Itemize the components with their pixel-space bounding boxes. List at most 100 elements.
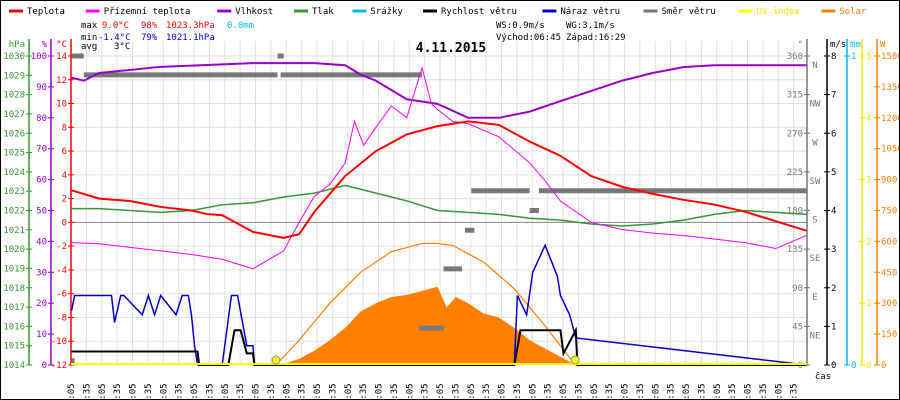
- temperature-tick-label: 8: [62, 123, 67, 133]
- solar-tick-label: 1200: [881, 114, 900, 124]
- pressure-tick-label: 1021: [3, 226, 25, 236]
- sun-event-marker: [570, 355, 580, 365]
- x-tick-label: 15:35: [544, 383, 554, 400]
- legend-label: UV index: [757, 7, 801, 17]
- x-tick-label: 09:35: [359, 383, 369, 400]
- rain-tick-label: 0: [851, 361, 856, 371]
- wind-tick-label: 0: [831, 361, 836, 371]
- pressure-tick-label: 1026: [3, 129, 25, 139]
- x-tick-label: 14:05: [498, 383, 508, 400]
- stat-max-label: max: [81, 21, 98, 31]
- pressure-tick-label: 1020: [3, 245, 25, 255]
- wind-tick-label: 8: [831, 52, 836, 62]
- x-tick-label: 07:05: [282, 383, 292, 400]
- humidity-tick-label: 80: [36, 114, 47, 124]
- temperature-tick-label: -10: [51, 337, 67, 347]
- temperature-line: [71, 120, 807, 239]
- x-tick-label: 20:05: [682, 383, 692, 400]
- x-axis-label: čas: [815, 371, 831, 382]
- stat-min-temp: -1.4°C: [98, 33, 131, 43]
- x-tick-label: 00:35: [82, 383, 92, 400]
- pressure-tick-label: 1028: [3, 91, 25, 101]
- solar-tick-label: 150: [881, 330, 897, 340]
- x-tick-label: 02:05: [129, 383, 139, 400]
- x-tick-label: 02:35: [144, 383, 154, 400]
- humidity-axis-unit: %: [42, 40, 48, 50]
- chart-title: 4.11.2015: [416, 41, 486, 56]
- compass-label: E: [812, 293, 817, 303]
- x-tick-label: 19:05: [651, 383, 661, 400]
- sun-event-marker: [271, 355, 281, 365]
- wind-axis-unit: m/s: [830, 40, 846, 50]
- temperature-axis-unit: °C: [56, 40, 67, 50]
- x-tick-label: 10:35: [390, 383, 400, 400]
- x-tick-label: 04:35: [205, 383, 215, 400]
- compass-label: NW: [810, 100, 821, 110]
- pressure-tick-label: 1024: [3, 168, 25, 178]
- direction-tick-label: 315: [787, 91, 803, 101]
- pressure-tick-label: 1019: [3, 264, 25, 274]
- x-tick-label: 07:35: [298, 383, 308, 400]
- direction-tick-label: 135: [787, 245, 803, 255]
- direction-tick-label: 360: [787, 52, 803, 62]
- rain-tick-label: 1: [851, 52, 856, 62]
- humidity-line: [71, 62, 807, 119]
- ground-temperature-line: [71, 66, 807, 270]
- solar-tick-label: 900: [881, 176, 897, 186]
- stat-ws: WS:0.9m/s: [496, 21, 545, 31]
- solar-tick-label: 1350: [881, 83, 900, 93]
- x-tick-label: 04:05: [190, 383, 200, 400]
- temperature-tick-label: 14: [56, 52, 67, 62]
- pressure-tick-label: 1017: [3, 303, 25, 313]
- humidity-tick-label: 40: [36, 237, 47, 247]
- x-tick-label: 22:35: [759, 383, 769, 400]
- x-tick-label: 11:05: [405, 383, 415, 400]
- x-tick-label: 05:35: [236, 383, 246, 400]
- compass-label: S: [812, 216, 817, 226]
- stat-max-press: 1023.3hPa: [166, 21, 215, 31]
- temperature-tick-label: 2: [62, 195, 67, 205]
- pressure-tick-label: 1023: [3, 187, 25, 197]
- legend-label: Přízemní teplota: [104, 7, 191, 17]
- solar-tick-label: 600: [881, 237, 897, 247]
- compass-label: N: [812, 61, 817, 71]
- humidity-tick-label: 70: [36, 145, 47, 155]
- x-tick-label: 00:05: [67, 383, 77, 400]
- x-tick-label: 23:35: [790, 383, 800, 400]
- pressure-tick-label: 1027: [3, 110, 25, 120]
- rain-axis-unit: mm: [850, 40, 861, 50]
- x-tick-label: 09:05: [344, 383, 354, 400]
- x-tick-label: 20:35: [697, 383, 707, 400]
- wind-tick-label: 5: [831, 168, 836, 178]
- legend-label: Teplota: [27, 7, 65, 17]
- x-tick-label: 10:05: [375, 383, 385, 400]
- stat-max-temp: 9.0°C: [102, 21, 129, 31]
- solar-tick-label: 1500: [881, 52, 900, 62]
- humidity-tick-label: 60: [36, 176, 47, 186]
- stat-max-hum: 98%: [141, 21, 158, 31]
- humidity-tick-label: 50: [36, 207, 47, 217]
- stat-sunset: Západ:16:29: [566, 33, 626, 43]
- stat-avg-temp: 3°C: [114, 42, 130, 52]
- pressure-tick-label: 1014: [3, 361, 25, 371]
- x-tick-label: 12:05: [436, 383, 446, 400]
- x-tick-label: 13:35: [482, 383, 492, 400]
- wind-tick-label: 7: [831, 91, 836, 101]
- solar-tick-label: 300: [881, 299, 897, 309]
- x-tick-label: 19:35: [667, 383, 677, 400]
- stat-min-label: min: [81, 33, 97, 43]
- pressure-axis-unit: hPa: [9, 40, 25, 50]
- x-tick-label: 01:05: [98, 383, 108, 400]
- x-tick-label: 14:35: [513, 383, 523, 400]
- humidity-tick-label: 20: [36, 299, 47, 309]
- temperature-tick-label: -2: [56, 242, 67, 252]
- x-tick-label: 18:35: [636, 383, 646, 400]
- legend-label: Směr větru: [662, 7, 716, 17]
- x-tick-label: 17:35: [605, 383, 615, 400]
- x-tick-label: 08:05: [313, 383, 323, 400]
- pressure-tick-label: 1018: [3, 284, 25, 294]
- x-tick-label: 12:35: [451, 383, 461, 400]
- uv-tick-label: 4: [866, 114, 871, 124]
- wind-tick-label: 1: [831, 322, 836, 332]
